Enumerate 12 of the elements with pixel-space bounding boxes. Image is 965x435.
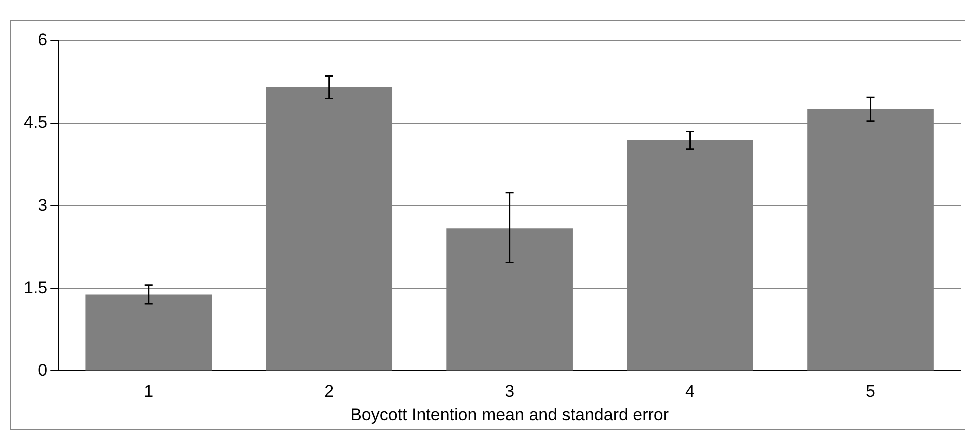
y-tick-label: 4.5	[24, 113, 48, 132]
y-tick-label: 3	[38, 196, 48, 215]
y-tick-label: 1.5	[24, 278, 48, 298]
x-tick-label: 4	[686, 382, 696, 402]
bar	[86, 294, 212, 371]
x-axis-title: Boycott Intention mean and standard error	[350, 405, 670, 424]
x-tick-label: 5	[866, 382, 876, 402]
x-tick-label: 1	[144, 382, 154, 402]
y-tick-label: 6	[38, 30, 48, 50]
x-tick-label: 2	[324, 382, 334, 402]
x-tick-label: 3	[505, 382, 515, 402]
y-tick-label: 0	[38, 360, 48, 380]
